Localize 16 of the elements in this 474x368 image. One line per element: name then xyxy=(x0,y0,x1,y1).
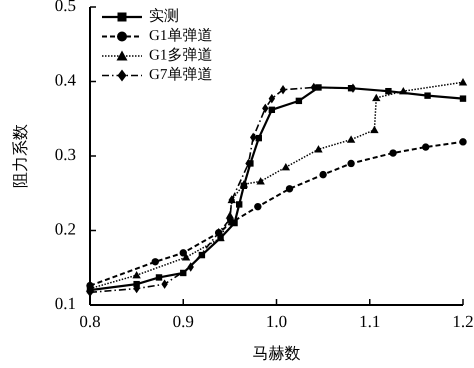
y-tick-label: 0.1 xyxy=(54,294,76,313)
y-tick-label: 0.2 xyxy=(54,219,76,238)
legend-label: 实测 xyxy=(149,7,179,24)
x-tick-label: 0.9 xyxy=(172,312,194,331)
x-tick-label: 1.1 xyxy=(359,312,380,331)
y-tick-label: 0.5 xyxy=(54,0,76,15)
x-tick-label: 1.2 xyxy=(452,312,474,331)
legend-label: G7单弹道 xyxy=(149,66,212,83)
y-axis-title: 阻力系数 xyxy=(12,124,30,188)
y-tick-label: 0.3 xyxy=(54,144,76,164)
x-tick-label: 0.8 xyxy=(79,312,101,331)
legend-label: G1多弹道 xyxy=(149,46,212,64)
x-axis-title: 马赫数 xyxy=(252,344,300,363)
y-tick-label: 0.4 xyxy=(54,70,76,90)
x-tick-label: 1.0 xyxy=(266,312,288,331)
legend-label: G1单弹道 xyxy=(149,26,212,44)
